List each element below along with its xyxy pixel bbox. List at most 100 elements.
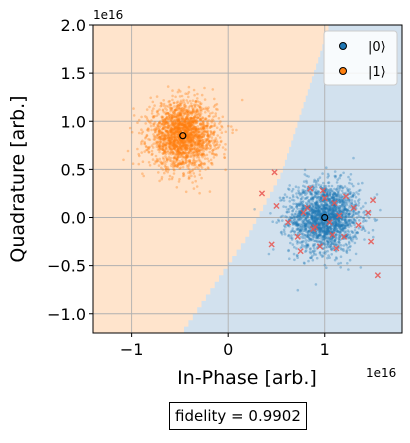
data-point xyxy=(162,137,166,141)
data-point xyxy=(344,221,348,225)
data-point xyxy=(167,133,171,136)
data-point xyxy=(165,156,168,160)
data-point xyxy=(275,221,279,224)
data-point xyxy=(214,103,217,107)
data-point xyxy=(308,237,311,240)
data-point xyxy=(301,208,305,211)
data-point xyxy=(220,139,223,143)
data-point xyxy=(325,166,328,169)
data-point xyxy=(304,222,307,226)
data-point xyxy=(343,218,347,221)
data-point xyxy=(182,160,185,164)
data-point xyxy=(191,169,194,173)
data-point xyxy=(329,209,333,212)
data-point xyxy=(340,199,344,202)
data-point xyxy=(303,234,307,237)
data-point xyxy=(293,221,296,224)
data-point xyxy=(158,150,161,154)
data-point xyxy=(210,136,214,139)
data-point xyxy=(318,226,322,230)
data-point xyxy=(165,147,168,150)
data-point xyxy=(319,185,323,189)
data-point xyxy=(299,236,302,239)
data-point xyxy=(174,125,178,129)
data-point xyxy=(176,111,180,115)
data-point xyxy=(202,130,206,133)
data-point xyxy=(122,158,125,162)
data-point xyxy=(177,151,181,155)
data-point xyxy=(351,211,355,214)
data-point xyxy=(192,172,196,175)
data-point xyxy=(359,266,363,269)
data-point xyxy=(325,192,328,196)
data-point xyxy=(201,143,204,146)
data-point xyxy=(336,194,339,197)
data-point xyxy=(334,206,338,209)
data-point xyxy=(332,217,336,220)
data-point xyxy=(141,130,145,134)
data-point xyxy=(203,133,206,136)
data-point xyxy=(169,125,173,129)
data-point xyxy=(345,209,349,212)
data-point xyxy=(331,242,334,245)
data-point xyxy=(191,111,194,115)
data-point xyxy=(307,212,311,216)
data-point xyxy=(173,122,176,126)
data-point xyxy=(323,224,327,227)
data-point xyxy=(305,230,308,234)
data-point xyxy=(348,258,352,262)
data-point xyxy=(185,147,188,151)
data-point xyxy=(179,148,183,151)
data-point xyxy=(327,213,331,217)
y-axis-label: Quadrature [arb.] xyxy=(7,95,29,262)
data-point xyxy=(302,208,305,211)
data-point xyxy=(218,122,221,125)
data-point xyxy=(304,217,307,220)
data-point xyxy=(161,152,165,155)
data-point xyxy=(186,101,190,104)
data-point xyxy=(297,212,301,215)
data-point xyxy=(347,225,351,229)
data-point xyxy=(192,143,196,147)
data-point xyxy=(180,126,184,130)
data-point xyxy=(347,268,350,271)
data-point xyxy=(146,127,150,130)
data-point xyxy=(157,137,160,140)
data-point xyxy=(316,207,319,211)
data-point xyxy=(185,154,189,157)
data-point xyxy=(191,121,195,124)
data-point xyxy=(354,252,358,256)
data-point xyxy=(212,152,216,156)
data-point xyxy=(191,134,195,137)
data-point xyxy=(328,191,332,194)
data-point xyxy=(297,214,300,218)
data-point xyxy=(296,214,300,218)
data-point xyxy=(329,217,332,220)
data-point xyxy=(333,226,336,229)
data-point xyxy=(335,228,338,232)
data-point xyxy=(193,128,196,131)
data-point xyxy=(341,198,344,202)
data-point xyxy=(148,138,152,142)
data-point xyxy=(304,250,307,253)
data-point xyxy=(334,216,337,220)
data-point xyxy=(350,215,354,218)
data-point xyxy=(331,241,334,245)
data-point xyxy=(189,148,192,151)
data-point xyxy=(170,116,174,119)
data-point xyxy=(324,234,327,237)
data-point xyxy=(322,237,326,241)
data-point xyxy=(137,118,141,122)
data-point xyxy=(328,201,332,204)
data-point xyxy=(301,190,305,193)
data-point xyxy=(214,147,218,151)
data-point xyxy=(314,216,317,219)
data-point xyxy=(334,224,338,227)
data-point xyxy=(322,234,325,238)
data-point xyxy=(323,209,327,212)
data-point xyxy=(292,215,296,218)
data-point xyxy=(318,224,322,227)
data-point xyxy=(342,247,345,251)
data-point xyxy=(155,114,158,118)
data-point xyxy=(179,117,182,120)
